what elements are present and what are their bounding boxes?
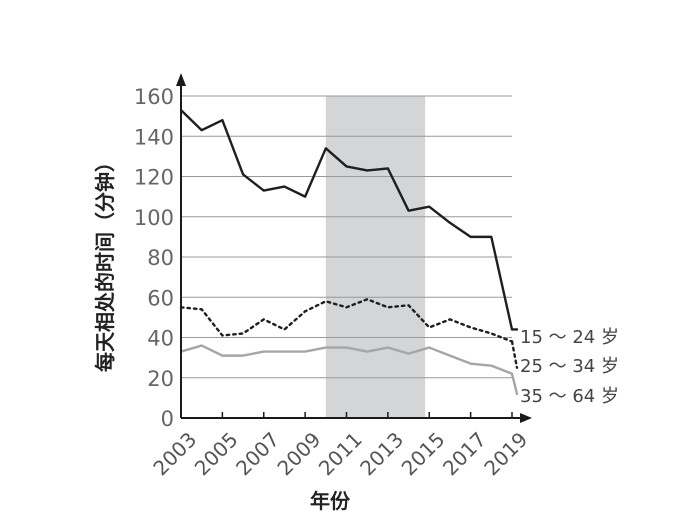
- x-tick-label-2019: 2019: [479, 427, 532, 480]
- y-axis-arrow: [176, 73, 186, 86]
- x-tick-label-2009: 2009: [272, 427, 325, 480]
- series-lines: [179, 109, 519, 396]
- y-tick-label-0: 0: [161, 407, 174, 431]
- y-tick-label-40: 40: [147, 327, 174, 351]
- series-end-segment-2: [510, 372, 519, 396]
- x-tick-label-2003: 2003: [148, 427, 201, 480]
- series-line-2: [180, 344, 513, 375]
- y-axis-title: 每天相处的时间（分钟）: [93, 152, 117, 372]
- x-tick-label-2017: 2017: [438, 427, 491, 480]
- y-tick-labels: 0 20 40 60 80 100 120 140 160: [134, 85, 174, 431]
- series-label-1: 25 ～ 34 岁: [520, 356, 619, 377]
- grid-lines: [181, 95, 512, 379]
- x-tick-label-2007: 2007: [231, 427, 284, 480]
- x-axis-title: 年份: [310, 489, 351, 513]
- y-tick-label-120: 120: [134, 166, 174, 190]
- series-end-segment-1: [510, 340, 519, 369]
- y-tick-label-60: 60: [147, 286, 174, 310]
- y-tick-label-80: 80: [147, 246, 174, 270]
- x-tick-label-2015: 2015: [397, 427, 450, 480]
- series-label-0: 15 ～ 24 岁: [520, 327, 619, 348]
- y-tick-label-140: 140: [134, 125, 174, 149]
- axes: [176, 73, 532, 423]
- series-line-0: [180, 109, 514, 330]
- y-tick-label-20: 20: [147, 367, 174, 391]
- x-tick-label-2013: 2013: [355, 427, 408, 480]
- y-tick-label-100: 100: [134, 206, 174, 230]
- x-axis-arrow: [520, 413, 532, 423]
- x-tick-label-2005: 2005: [190, 427, 243, 480]
- series-line-1: [179, 298, 514, 343]
- series-label-2: 35 ～ 64 岁: [520, 386, 619, 407]
- y-tick-label-160: 160: [134, 85, 174, 109]
- series-labels: 15 ～ 24 岁 25 ～ 34 岁 35 ～ 64 岁: [520, 327, 619, 407]
- x-tick-label-2011: 2011: [314, 427, 367, 480]
